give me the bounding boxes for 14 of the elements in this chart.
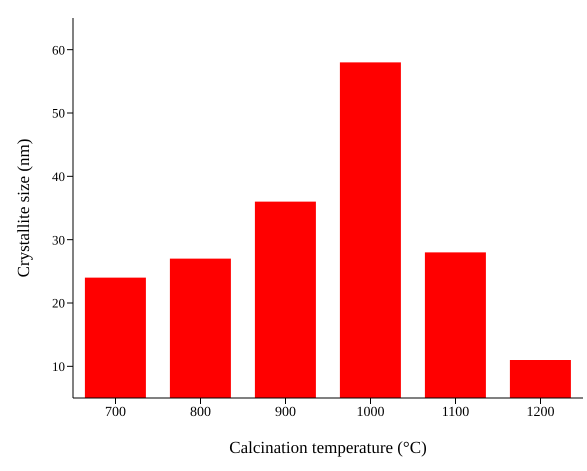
y-tick-label: 60 [52, 42, 65, 58]
y-tick-label: 50 [52, 106, 65, 121]
y-axis-title: Crystallite size (nm) [14, 138, 34, 278]
y-tick-label: 40 [52, 168, 65, 184]
y-tick-label: 20 [52, 296, 65, 311]
x-tick-label: 700 [105, 404, 126, 420]
x-tick-label: 1200 [526, 404, 554, 420]
y-tick-label: 10 [52, 358, 65, 374]
x-tick-label: 900 [275, 404, 296, 420]
x-tick-label: 1000 [356, 404, 384, 420]
x-tick-label: 800 [190, 404, 211, 420]
x-axis-title: Calcination temperature (°C) [229, 438, 427, 457]
y-tick-label: 30 [52, 232, 65, 248]
x-tick-label: 1100 [442, 404, 470, 420]
